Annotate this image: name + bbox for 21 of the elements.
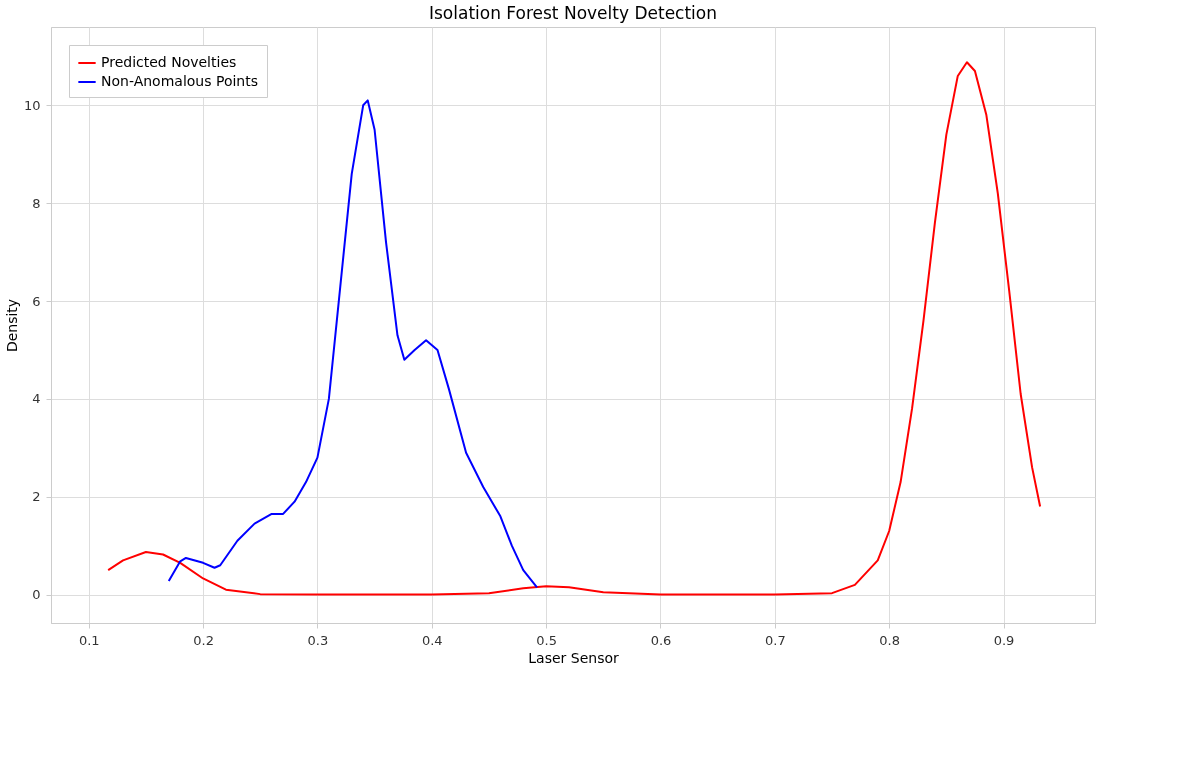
y-tick-label: 6 (32, 293, 41, 309)
x-tick-label: 0.9 (993, 632, 1015, 648)
x-tick-label: 0.4 (421, 632, 443, 648)
legend-label: Predicted Novelties (101, 54, 237, 70)
x-tick-label: 0.3 (307, 632, 329, 648)
x-tick-label: 0.7 (764, 632, 786, 648)
line-series (167, 99, 538, 589)
y-axis-title: Density (3, 298, 20, 353)
y-tick-label: 10 (23, 97, 41, 113)
x-tick-label: 0.6 (650, 632, 672, 648)
y-tick-label: 0 (32, 587, 41, 603)
x-axis-title: Laser Sensor (528, 649, 619, 666)
x-tick-label: 0.1 (78, 632, 100, 648)
y-tick-label: 2 (32, 489, 41, 505)
x-tick-label: 0.5 (536, 632, 557, 648)
legend-label: Non-Anomalous Points (101, 73, 259, 89)
x-tick-label: 0.8 (879, 632, 901, 648)
chart-title: Isolation Forest Novelty Detection (428, 3, 718, 23)
y-tick-label: 8 (32, 195, 41, 211)
x-tick-label: 0.2 (193, 632, 214, 648)
y-tick-label: 4 (32, 391, 41, 407)
